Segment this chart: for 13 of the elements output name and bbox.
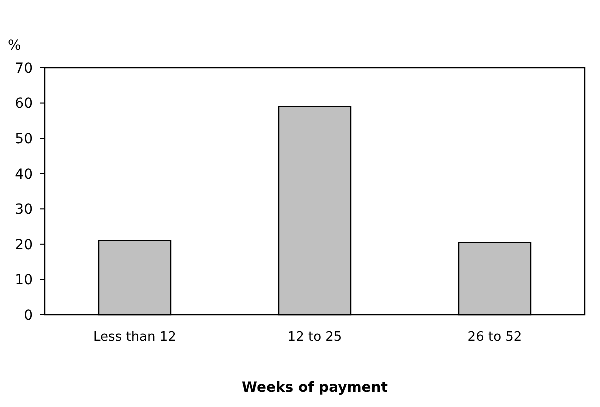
y-tick-label: 30 [15, 202, 33, 218]
y-tick-label: 60 [15, 96, 33, 112]
y-axis-title: % [8, 38, 22, 54]
y-tick-label: 40 [15, 166, 33, 183]
y-tick-label: 10 [15, 272, 33, 289]
y-tick-label: 0 [24, 308, 33, 324]
y-tick-label: 70 [15, 60, 33, 77]
x-tick-label: 12 to 25 [288, 330, 342, 345]
x-axis-title: Weeks of payment [242, 380, 388, 396]
y-tick-label: 20 [15, 237, 33, 254]
x-tick-label: 26 to 52 [468, 330, 522, 345]
y-tick-label: 50 [15, 131, 33, 148]
x-tick-label: Less than 12 [94, 330, 176, 345]
